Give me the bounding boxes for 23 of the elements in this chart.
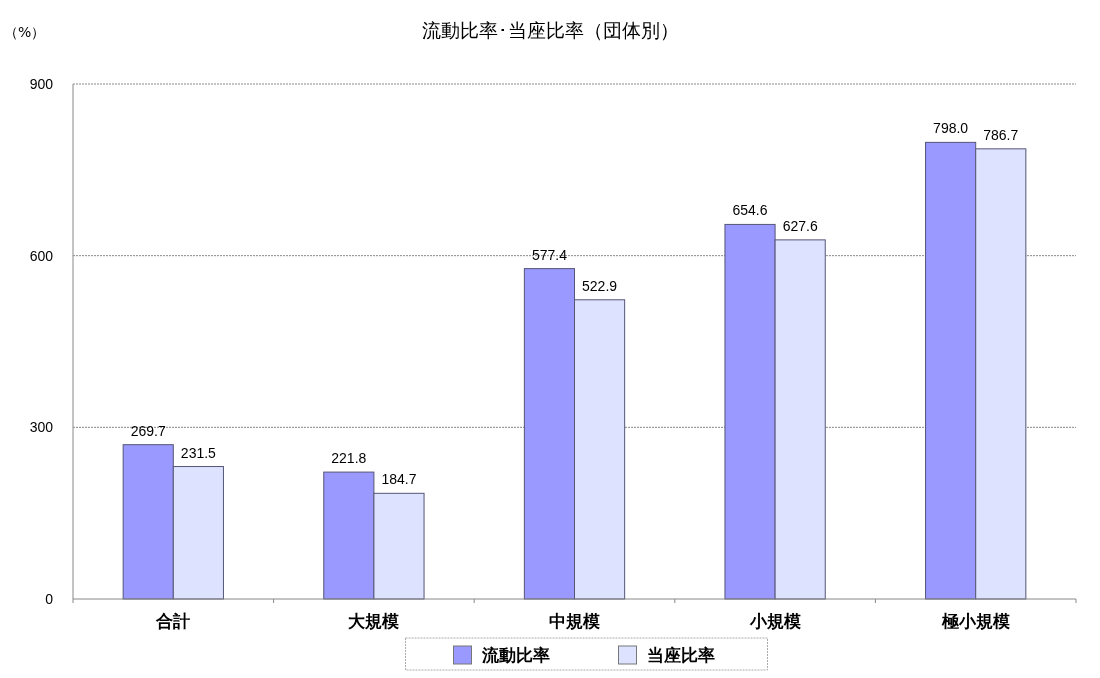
x-tick-label: 中規模 [549, 611, 600, 631]
chart-title: 流動比率･当座比率（団体別） [421, 19, 679, 41]
data-label: 184.7 [381, 471, 417, 488]
x-tick-label: 極小規模 [940, 611, 1010, 631]
data-label: 522.9 [582, 277, 618, 294]
y-tick-label: 300 [29, 419, 54, 436]
y-tick-label: 600 [29, 247, 54, 264]
x-tick-label: 大規模 [348, 611, 400, 631]
data-label: 798.0 [933, 120, 969, 137]
legend-label: 当座比率 [646, 644, 715, 665]
x-tick-label: 合計 [155, 611, 191, 631]
data-label: 786.7 [983, 126, 1019, 143]
data-label: 269.7 [130, 422, 166, 439]
x-tick-label: 小規模 [748, 611, 801, 631]
legend-label: 流動比率 [480, 644, 550, 665]
data-label: 654.6 [732, 202, 768, 219]
data-label: 221.8 [331, 450, 367, 467]
y-tick-label: 900 [29, 75, 54, 92]
y-tick-label: 0 [45, 590, 54, 607]
data-label: 577.4 [531, 246, 568, 263]
data-label: 627.6 [782, 217, 818, 234]
y-axis-title: （%） [4, 24, 46, 40]
data-label: 231.5 [180, 444, 217, 461]
